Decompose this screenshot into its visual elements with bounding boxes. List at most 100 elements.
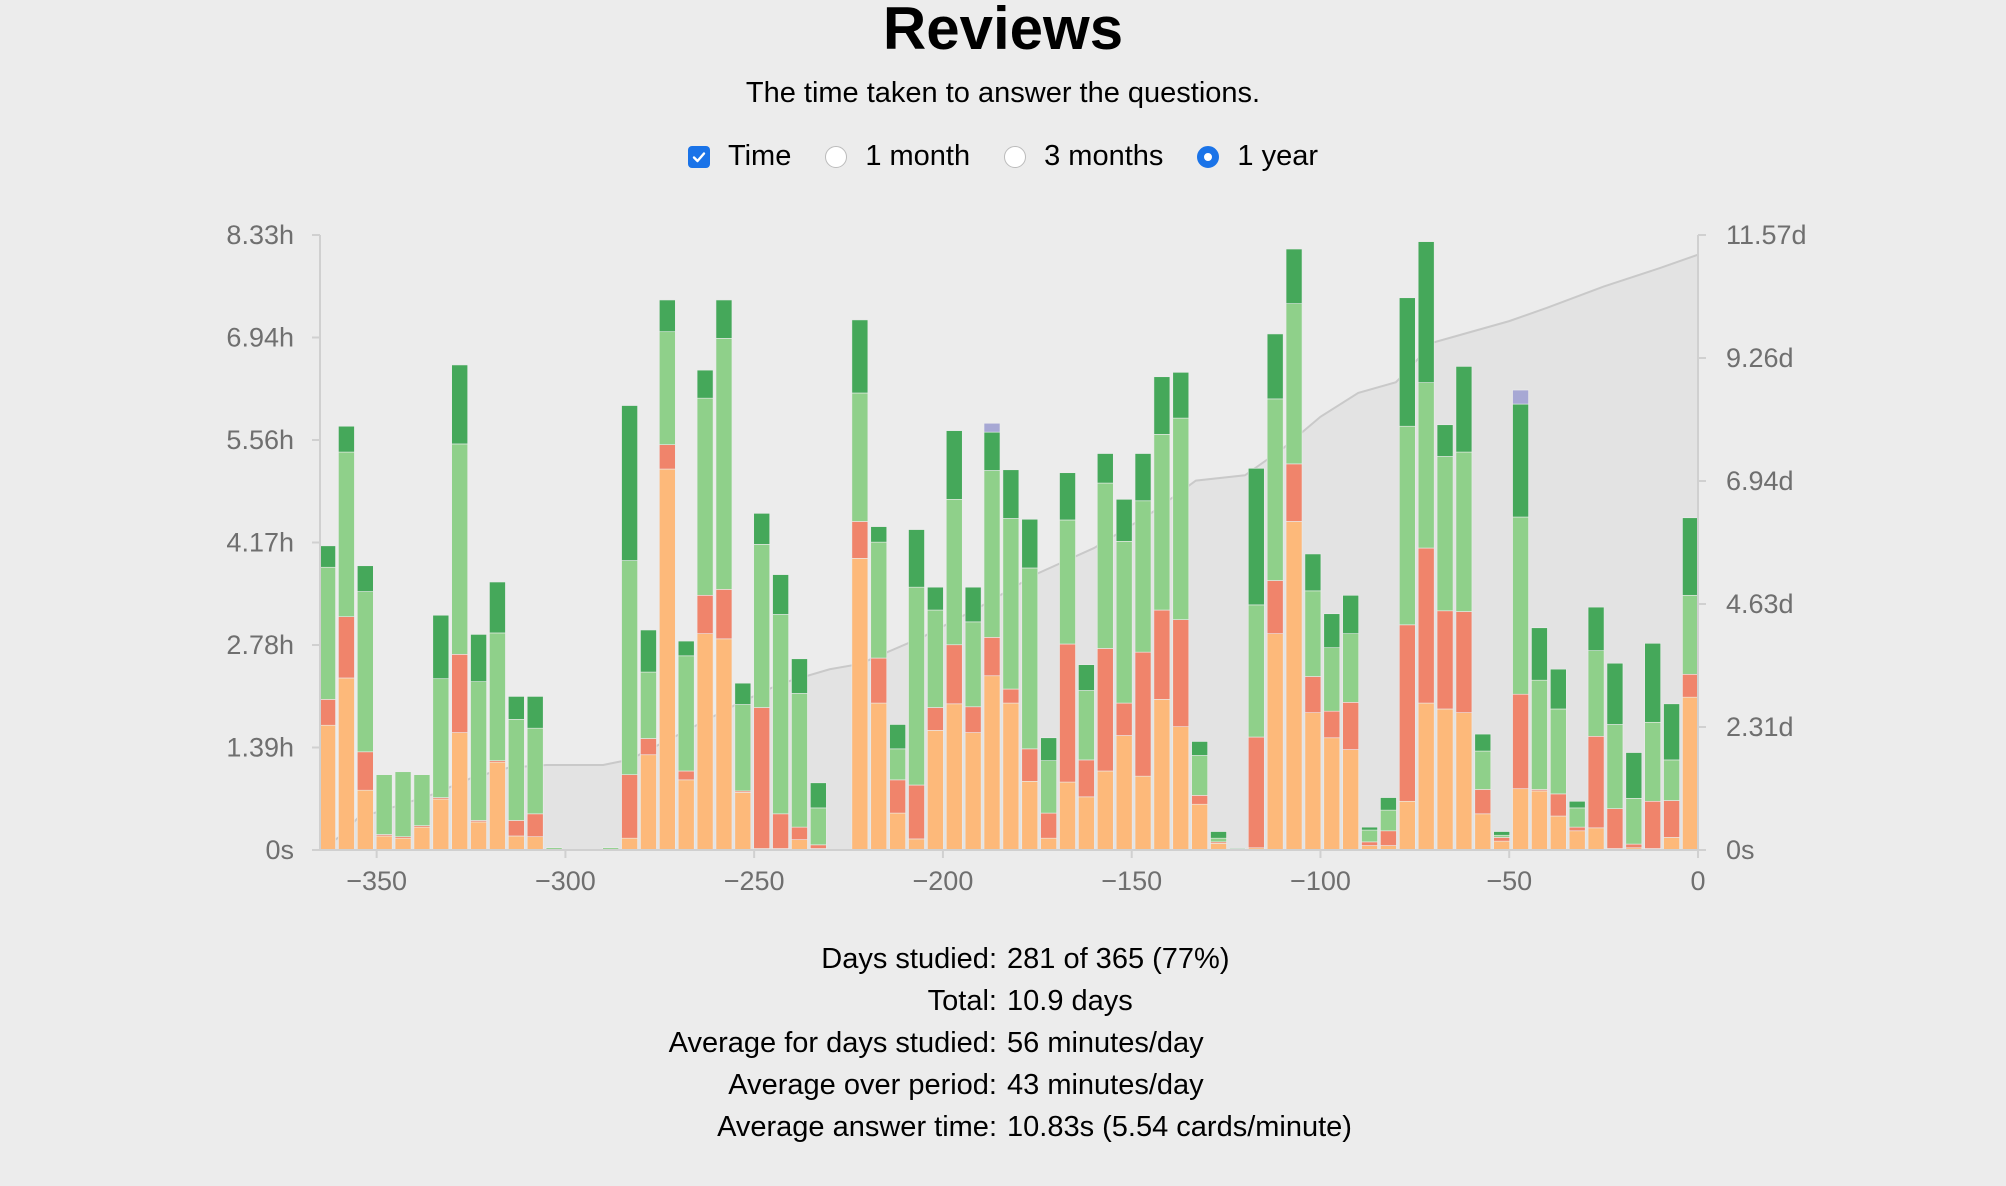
bar-segment-relearn xyxy=(1266,580,1284,634)
bar-segment-relearn xyxy=(659,444,676,470)
range-option-1-year[interactable]: 1 year xyxy=(1197,140,1318,173)
stat-label: Average for days studied: xyxy=(668,1026,997,1059)
bar-segment-relearn xyxy=(810,844,827,849)
bar-segment-learn xyxy=(1474,813,1492,851)
stat-label: Days studied: xyxy=(821,942,997,975)
bar-segment-learn xyxy=(1323,737,1341,851)
bar-segment-mature xyxy=(1247,468,1265,606)
bar-segment-young xyxy=(1153,434,1171,611)
bar-segment-learn xyxy=(1682,696,1699,851)
checkmark-icon xyxy=(692,151,706,162)
bar-segment-young xyxy=(659,331,676,445)
range-label-3-months: 3 months xyxy=(1044,140,1164,172)
bar-segment-mature xyxy=(1663,703,1680,761)
bar-segment-relearn xyxy=(508,820,525,837)
bar-segment-learn xyxy=(432,798,450,851)
bar-segment-young xyxy=(1304,590,1322,677)
bar-segment-relearn xyxy=(1587,736,1605,829)
bar-segment-mature xyxy=(1682,517,1699,596)
time-toggle[interactable]: Time xyxy=(687,140,791,173)
bar-segment-young xyxy=(1493,834,1510,838)
bar-segment-learn xyxy=(526,836,544,851)
y-left-tick-label: 1.39h xyxy=(226,733,294,763)
bar-segment-relearn xyxy=(1493,837,1510,842)
bar-segment-mature xyxy=(489,581,506,634)
bar-segment-young xyxy=(394,771,412,838)
bar-segment-relearn xyxy=(319,699,336,726)
bar-segment-relearn xyxy=(715,589,733,640)
x-tick-label: −350 xyxy=(346,866,407,896)
bar-segment-mature xyxy=(1550,668,1567,710)
bar-segment-young xyxy=(734,704,752,792)
bar-segment-young xyxy=(451,443,468,655)
bar-segment-young xyxy=(432,678,450,798)
bar-segment-young xyxy=(338,451,355,617)
bar-segment-mature xyxy=(432,614,450,680)
bar-segment-learn xyxy=(357,789,374,851)
bar-segment-relearn xyxy=(791,826,808,840)
y-right-tick-label: 2.31d xyxy=(1726,712,1794,742)
range-option-3-months[interactable]: 3 months xyxy=(1004,140,1163,173)
bar-segment-learn xyxy=(1342,749,1359,851)
bar-segment-mature xyxy=(810,782,827,809)
bar-segment-young xyxy=(696,397,714,596)
range-option-1-month[interactable]: 1 month xyxy=(825,140,970,173)
bar-segment-relearn xyxy=(357,751,374,791)
bar-segment-mature xyxy=(1417,241,1435,383)
radio-1-month[interactable] xyxy=(825,145,848,168)
bar-segment-learn xyxy=(1417,702,1435,851)
bar-segment-young xyxy=(1285,303,1303,465)
bar-segment-learn xyxy=(451,732,468,851)
bar-segment-young xyxy=(1266,398,1284,581)
bar-segment-mature xyxy=(1606,662,1624,725)
bar-segment-mature xyxy=(470,634,487,682)
bar-segment-learn xyxy=(1587,827,1605,851)
bar-segment-young xyxy=(1247,604,1265,738)
bar-segment-mature xyxy=(677,640,695,657)
reviews-chart: 0s 1.39h 2.78h 4.17h 5.56h 6.94h 8.33h 0s 2.31d 4… xyxy=(226,220,1806,896)
bar-segment-young xyxy=(945,499,963,646)
bar-segment-learn xyxy=(1398,800,1416,851)
bar-segment-young xyxy=(1625,798,1643,845)
bar-segment-mature xyxy=(659,299,676,333)
bar-segment-learn xyxy=(1455,712,1473,851)
bar-segment-mature xyxy=(1304,553,1322,592)
bar-segment-learn xyxy=(1663,837,1680,851)
bar-segment-young xyxy=(1380,809,1397,832)
bar-segment-learn xyxy=(1285,521,1303,851)
bar-segment-mature xyxy=(753,513,771,545)
bar-segment-relearn xyxy=(1342,702,1359,750)
bar-segment-young xyxy=(1398,425,1416,626)
bar-segment-learn xyxy=(1191,803,1208,851)
bar-segment-learn xyxy=(640,754,657,851)
bar-segment-young xyxy=(1059,519,1076,645)
bar-segment-mature xyxy=(640,629,657,673)
bar-segment-relearn xyxy=(1096,648,1114,772)
bar-segment-young xyxy=(1474,750,1492,790)
bar-segment-learn xyxy=(945,703,963,851)
bar-segment-learn xyxy=(870,702,888,851)
bar-segment-mature xyxy=(1568,800,1586,809)
bar-segment-learn xyxy=(791,839,808,851)
radio-1-year[interactable] xyxy=(1197,145,1220,168)
x-tick-label: −300 xyxy=(535,866,596,896)
bar-segment-young xyxy=(677,655,695,772)
bar-segment-mature xyxy=(1323,613,1341,649)
bar-segment-relearn xyxy=(1436,610,1454,710)
bar-segment-young xyxy=(810,807,827,846)
bar-segment-learn xyxy=(715,638,733,851)
bar-segment-mature xyxy=(1380,797,1397,811)
stat-value: 56 minutes/day xyxy=(1007,1026,1204,1059)
bar-segment-learn xyxy=(489,761,506,851)
bar-segment-relearn xyxy=(1021,748,1039,782)
bar-segment-learn xyxy=(1512,788,1529,851)
bar-segment-learn xyxy=(1436,708,1454,851)
bar-segment-relearn xyxy=(772,813,789,849)
time-checkbox[interactable] xyxy=(687,145,710,168)
bar-segment-young xyxy=(1040,760,1057,814)
bar-segment-learn xyxy=(394,837,412,851)
radio-3-months[interactable] xyxy=(1004,145,1027,168)
bar-segment-mature xyxy=(964,586,982,623)
bar-segment-mature xyxy=(908,529,925,588)
bar-segment-relearn xyxy=(1304,676,1322,713)
